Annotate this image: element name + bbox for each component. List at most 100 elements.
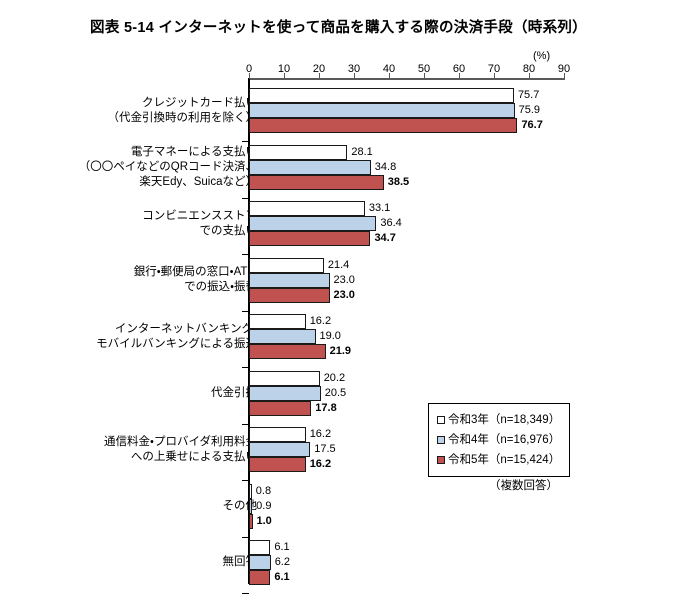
bar-value-label: 6.2 (274, 556, 290, 568)
bar-令和5年 (249, 400, 312, 416)
bar-value-label: 36.4 (380, 217, 402, 229)
legend-sample-size: （n=15,424） (488, 454, 561, 466)
bar-令和5年 (249, 118, 518, 133)
bar-令和3年 (249, 144, 348, 160)
category-tick (242, 254, 249, 255)
axis-unit-label: (%) (533, 50, 551, 62)
category-label-line: 銀行・郵便局の窓口・ATM (133, 266, 257, 278)
bar-value-label: 34.7 (374, 232, 396, 244)
bar-value-label: 20.2 (323, 371, 346, 384)
category-label-line: 無回答 (222, 556, 258, 568)
category-tick (242, 480, 249, 481)
bar-value-label: 6.1 (274, 571, 290, 583)
category-label-line: での振込・振替 (184, 281, 257, 293)
page-title: 図表 5-14 インターネットを使って商品を購入する際の決済手段（時系列） (90, 20, 587, 36)
bar-value-label: 16.2 (309, 458, 332, 470)
bar-value-label: 23.0 (333, 273, 355, 286)
bar-令和5年 (249, 287, 330, 303)
category-label-line: （代金引換時の利用を除く） (107, 111, 258, 124)
bar-value-label: 16.2 (309, 428, 332, 440)
bar-value-label: 75.9 (518, 104, 541, 116)
category-tick (242, 197, 249, 199)
bar-令和4年 (249, 272, 330, 288)
legend-item-令和5年: 令和5年 （n=15,424） (437, 450, 560, 470)
x-tick-label-70: 70 (487, 63, 501, 75)
category-label: 銀行・郵便局の窓口・ATM での振込・振替 (7, 265, 257, 295)
chart-legend: 令和3年 （n=18,349） 令和4年 （n=16,976） 令和5年 （n=15,42… (428, 403, 571, 477)
bar-令和5年 (249, 457, 306, 472)
x-tick-label-90: 90 (557, 63, 571, 75)
bar-value-label: 16.2 (309, 315, 332, 327)
legend-item-令和4年: 令和4年 （n=16,976） (437, 430, 560, 450)
x-tick-label-40: 40 (382, 63, 396, 75)
x-tick-mark-70 (494, 73, 495, 79)
category-tick (242, 367, 249, 368)
category-label-line: （〇〇ペイなどのQRコード決済、 (78, 160, 257, 173)
category-tick (242, 593, 249, 594)
bar-令和3年 (249, 540, 271, 555)
x-tick-mark-0 (249, 73, 250, 79)
bar-value-label: 21.4 (327, 258, 350, 271)
category-label: 電子マネーによる支払い （〇〇ペイなどのQRコード決済、 楽天Edy、Suicaなど… (7, 145, 257, 190)
category-label-line: での支払い (199, 224, 258, 237)
category-tick (242, 141, 249, 142)
bar-value-label: 76.7 (521, 119, 543, 131)
category-label: 代金引換 (7, 386, 257, 401)
x-tick-label-30: 30 (347, 63, 361, 75)
legend-label: 令和4年 (448, 434, 489, 446)
bar-令和3年 (249, 370, 320, 386)
category-label-line: その他 (222, 499, 258, 512)
category-label: その他 (7, 499, 258, 514)
category-label-line: インターネットバンキング・ (114, 322, 257, 335)
category-label: 無回答 (7, 555, 258, 570)
legend-sample-size: （n=16,976） (488, 434, 561, 446)
bar-令和3年 (249, 427, 306, 442)
bar-value-label: 20.5 (324, 386, 347, 399)
bar-令和5年 (249, 174, 384, 190)
bar-value-label: 0.8 (255, 484, 272, 497)
bar-令和3年 (249, 88, 514, 103)
category-label-line: 通信料金・プロバイダ利用料金 (104, 435, 257, 448)
category-label-line: 代金引換 (211, 386, 257, 399)
x-tick-mark-30 (354, 73, 355, 79)
bar-value-label: 0.9 (256, 499, 272, 512)
bar-value-label: 75.7 (517, 89, 540, 101)
legend-swatch-icon (437, 436, 445, 444)
x-tick-label-80: 80 (522, 63, 536, 75)
bar-value-label: 19.0 (319, 330, 341, 342)
bar-令和3年 (249, 257, 324, 273)
category-tick (242, 310, 249, 312)
x-tick-mark-50 (424, 73, 425, 79)
x-tick-mark-10 (284, 73, 285, 79)
category-label-line: への上乗せによる支払い (130, 450, 257, 463)
category-tick (242, 536, 249, 538)
bar-value-label: 38.5 (387, 175, 410, 188)
bar-value-label: 23.0 (333, 288, 355, 301)
category-label-line: モバイルバンキングによる振込 (96, 337, 257, 350)
x-axis-tick-labels: 0 10 20 30 40 50 60 70 80 90 (0, 63, 677, 77)
bar-value-label: 33.1 (368, 202, 391, 214)
x-tick-label-60: 60 (452, 63, 466, 75)
bar-令和4年 (249, 385, 321, 401)
bar-value-label: 1.0 (256, 514, 272, 527)
x-tick-label-50: 50 (417, 63, 431, 75)
x-tick-mark-90 (564, 73, 565, 79)
category-label-line: 楽天Edy、Suicaなど） (139, 175, 257, 188)
legend-swatch-icon (437, 416, 445, 424)
legend-item-令和3年: 令和3年 （n=18,349） (437, 410, 560, 430)
x-tick-mark-40 (389, 73, 390, 79)
legend-label: 令和5年 (448, 454, 489, 466)
category-label: 通信料金・プロバイダ利用料金への上乗せによる支払い (7, 435, 257, 465)
bar-令和5年 (249, 513, 253, 529)
bar-令和5年 (249, 231, 371, 246)
bar-令和3年 (249, 314, 306, 329)
bar-令和4年 (249, 216, 377, 231)
x-tick-label-20: 20 (312, 63, 326, 75)
category-label: コンビニエンスストア での支払い (7, 209, 257, 239)
legend-label: 令和3年 (448, 414, 489, 426)
bar-令和3年 (249, 483, 252, 499)
bar-令和4年 (249, 555, 271, 570)
bar-value-label: 6.1 (274, 541, 290, 553)
multiple-answer-note: （複数回答） (489, 480, 558, 492)
